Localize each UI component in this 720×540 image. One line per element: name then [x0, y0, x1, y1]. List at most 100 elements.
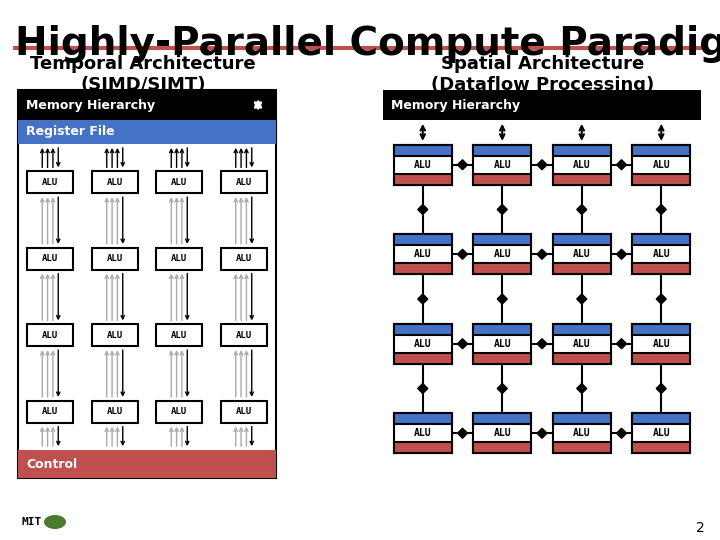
Bar: [394, 145, 451, 156]
Bar: [632, 442, 690, 453]
Text: ALU: ALU: [42, 178, 58, 187]
Bar: [553, 413, 611, 453]
Bar: [632, 353, 690, 364]
Text: Spatial Architecture
(Dataflow Processing): Spatial Architecture (Dataflow Processin…: [431, 55, 654, 94]
Text: ALU: ALU: [573, 428, 590, 438]
Text: ALU: ALU: [42, 254, 58, 263]
Polygon shape: [577, 294, 587, 304]
Bar: [394, 442, 451, 453]
Polygon shape: [656, 294, 666, 304]
Bar: [91, 248, 138, 270]
Bar: [473, 263, 531, 274]
Text: ALU: ALU: [652, 428, 670, 438]
Bar: [632, 145, 690, 156]
Polygon shape: [498, 294, 508, 304]
Bar: [394, 353, 451, 364]
Bar: [221, 401, 266, 423]
Bar: [394, 413, 451, 453]
Bar: [27, 248, 73, 270]
Text: Control: Control: [26, 457, 77, 470]
Polygon shape: [537, 249, 547, 259]
Bar: [473, 234, 531, 274]
Bar: [632, 324, 690, 335]
Text: MIT: MIT: [22, 517, 42, 527]
Text: ALU: ALU: [493, 428, 511, 438]
Polygon shape: [457, 249, 467, 259]
Text: ALU: ALU: [652, 249, 670, 259]
Bar: [632, 145, 690, 185]
Polygon shape: [457, 428, 467, 438]
Text: ALU: ALU: [493, 249, 511, 259]
Bar: [632, 413, 690, 453]
Polygon shape: [457, 160, 467, 170]
Bar: [18, 450, 276, 478]
Text: ALU: ALU: [652, 339, 670, 349]
Text: ALU: ALU: [171, 330, 187, 340]
Bar: [553, 234, 611, 245]
Bar: [394, 324, 451, 335]
Bar: [473, 145, 531, 156]
Text: ALU: ALU: [414, 160, 431, 170]
Text: ALU: ALU: [235, 330, 252, 340]
Polygon shape: [656, 205, 666, 214]
Bar: [18, 90, 276, 478]
Bar: [156, 324, 202, 346]
Ellipse shape: [44, 515, 66, 529]
Bar: [18, 120, 276, 144]
Bar: [553, 145, 611, 185]
Text: ALU: ALU: [573, 160, 590, 170]
Polygon shape: [616, 160, 626, 170]
Bar: [473, 353, 531, 364]
Bar: [473, 442, 531, 453]
Polygon shape: [457, 339, 467, 349]
Text: ALU: ALU: [235, 254, 252, 263]
Text: Highly-Parallel Compute Paradigms: Highly-Parallel Compute Paradigms: [15, 25, 720, 63]
Polygon shape: [498, 205, 508, 214]
Bar: [632, 234, 690, 245]
Bar: [553, 263, 611, 274]
Bar: [394, 145, 451, 185]
Bar: [221, 248, 266, 270]
Bar: [156, 248, 202, 270]
Text: ALU: ALU: [573, 249, 590, 259]
Bar: [156, 171, 202, 193]
Bar: [473, 413, 531, 424]
Polygon shape: [418, 294, 428, 304]
Bar: [473, 174, 531, 185]
Bar: [221, 324, 266, 346]
Bar: [553, 413, 611, 424]
Bar: [394, 413, 451, 424]
Text: ALU: ALU: [42, 407, 58, 416]
Text: ALU: ALU: [414, 428, 431, 438]
Text: ALU: ALU: [493, 160, 511, 170]
Bar: [473, 413, 531, 453]
Text: ALU: ALU: [171, 407, 187, 416]
Bar: [553, 324, 611, 364]
Polygon shape: [577, 383, 587, 394]
Polygon shape: [656, 383, 666, 394]
Polygon shape: [616, 428, 626, 438]
Bar: [632, 234, 690, 274]
Text: ALU: ALU: [573, 339, 590, 349]
Text: ALU: ALU: [107, 330, 123, 340]
Bar: [473, 234, 531, 245]
Bar: [394, 174, 451, 185]
Bar: [394, 324, 451, 364]
Bar: [632, 263, 690, 274]
Polygon shape: [537, 160, 547, 170]
Bar: [156, 401, 202, 423]
Polygon shape: [616, 249, 626, 259]
Bar: [473, 145, 531, 185]
Bar: [553, 442, 611, 453]
Text: ALU: ALU: [107, 254, 123, 263]
Bar: [27, 324, 73, 346]
Bar: [553, 174, 611, 185]
Text: ALU: ALU: [414, 249, 431, 259]
Bar: [632, 413, 690, 424]
Polygon shape: [418, 205, 428, 214]
Bar: [632, 324, 690, 364]
Bar: [18, 90, 276, 120]
Bar: [553, 353, 611, 364]
Text: ALU: ALU: [652, 160, 670, 170]
Text: Temporal Architecture
(SIMD/SIMT): Temporal Architecture (SIMD/SIMT): [30, 55, 256, 94]
